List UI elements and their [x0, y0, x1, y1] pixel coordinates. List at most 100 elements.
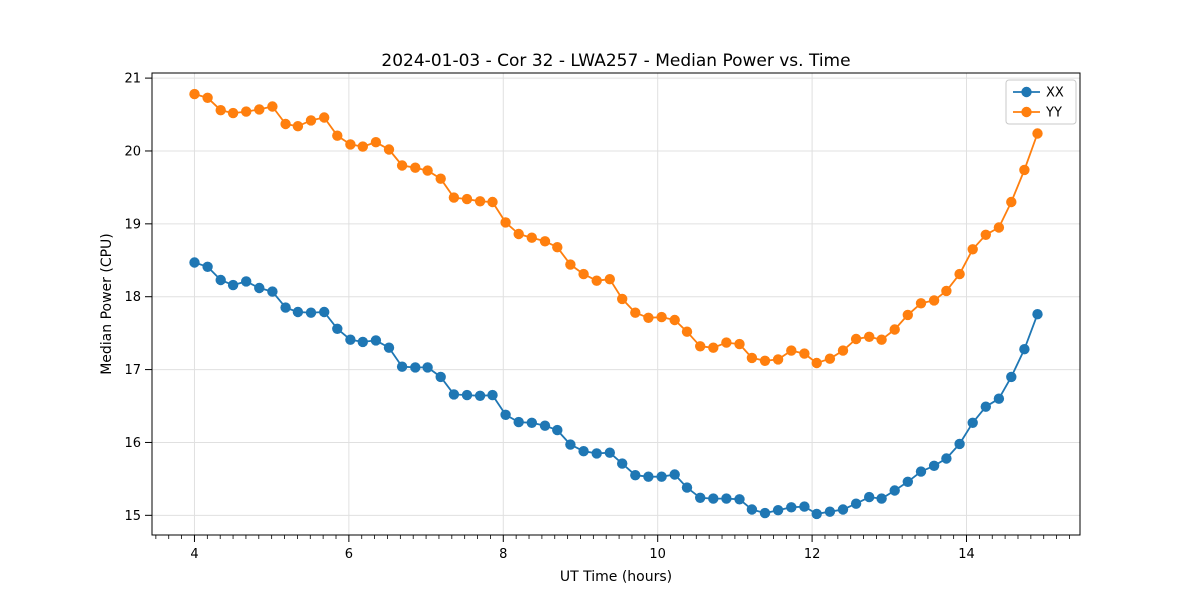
series-yy-marker [604, 274, 615, 285]
series-yy-marker [617, 293, 628, 305]
series-xx-marker [902, 476, 913, 487]
series-yy-marker [578, 268, 589, 280]
x-tick-label: 4 [190, 547, 198, 562]
legend-box [1005, 79, 1077, 125]
series-yy-marker [202, 92, 213, 104]
series-yy-marker [902, 309, 913, 321]
series-yy-marker [630, 307, 641, 318]
series-yy-marker [772, 354, 784, 365]
series-yy-marker [656, 311, 667, 323]
y-tick-label: 19 [124, 217, 141, 232]
y-tick-label: 21 [124, 72, 141, 87]
axes-spines [151, 72, 1081, 536]
y-tick-label: 20 [124, 144, 141, 159]
series-yy-marker [695, 341, 706, 352]
x-tick-label: 14 [958, 547, 975, 562]
series-xx-marker [487, 389, 498, 401]
series-xx-marker [370, 335, 382, 346]
x-tick-label: 6 [345, 547, 353, 562]
y-tick-label: 18 [124, 290, 141, 305]
series-yy-marker [941, 285, 952, 297]
series-yy-marker [928, 295, 940, 306]
series-yy-marker [1032, 128, 1043, 139]
series-xx-marker [824, 506, 836, 517]
series-xx-marker [980, 401, 991, 412]
series-xx-marker [292, 306, 304, 318]
y-tick-label: 15 [124, 509, 141, 524]
series-xx-marker [656, 471, 667, 482]
series-xx-marker [539, 420, 551, 431]
series-yy-marker [487, 196, 498, 208]
legend-label: YY [1045, 106, 1062, 121]
series-yy-marker [241, 106, 252, 117]
series-xx-marker [837, 504, 849, 515]
series-xx-marker [332, 323, 343, 334]
series-yy-marker [461, 193, 473, 205]
series-xx-marker [500, 409, 511, 420]
series-xx-marker [461, 389, 473, 401]
series-xx-marker [319, 306, 330, 318]
series-yy-marker [967, 244, 978, 255]
series-xx-marker [876, 493, 887, 504]
series-xx-marker [357, 336, 368, 348]
series-xx-marker [630, 470, 641, 481]
series-yy-marker [980, 229, 991, 240]
y-axis-label: Median Power (CPU) [99, 233, 115, 375]
series-yy-marker [954, 268, 965, 280]
series-yy-marker [383, 144, 395, 155]
series-yy-marker [526, 232, 537, 243]
legend-marker-sample [1021, 106, 1032, 118]
series-yy-marker [267, 101, 278, 112]
series-xx-marker [864, 491, 875, 503]
series-yy-marker [915, 298, 927, 309]
series-xx-marker [215, 274, 226, 286]
series-yy-marker [837, 345, 849, 356]
series-xx-marker [850, 498, 862, 509]
series-yy-marker [565, 259, 576, 270]
series-yy-marker [786, 345, 797, 356]
series-yy-marker [708, 342, 719, 353]
chart-title: 2024-01-03 - Cor 32 - LWA257 - Median Po… [381, 51, 850, 71]
plot-area: 4 6 8 10 12 14 15 16 17 18 19 20 21 [124, 72, 1081, 562]
series-xx-marker [435, 371, 446, 383]
legend: XX YY [1005, 79, 1077, 125]
series-yy-marker [474, 196, 486, 207]
series-xx-marker [967, 417, 978, 428]
series-xx-marker [526, 417, 537, 428]
series-yy-marker [591, 275, 602, 286]
series-xx-marker [746, 504, 758, 515]
series-xx-marker [1006, 371, 1017, 383]
series-xx-marker [617, 458, 628, 469]
series-xx-marker [280, 302, 291, 313]
series-xx-marker [267, 286, 278, 297]
series-yy-marker [345, 139, 356, 150]
series-xx-marker [474, 390, 486, 401]
series-xx-marker [941, 453, 952, 464]
series-yy-marker [811, 357, 822, 369]
x-tick-label: 10 [649, 547, 666, 562]
series-yy-marker [669, 314, 680, 326]
series-xx-marker [189, 257, 200, 268]
series-xx-marker [254, 282, 265, 294]
series-yy-marker [552, 242, 563, 253]
y-tick-label: 16 [124, 436, 141, 451]
series-yy-marker [1019, 164, 1030, 176]
series-xx-marker [681, 482, 693, 493]
series-xx-marker [786, 502, 797, 513]
series-xx-marker [410, 362, 421, 373]
series-yy-marker [864, 331, 875, 342]
series-xx-marker [345, 334, 356, 345]
series-xx-marker [734, 494, 745, 505]
series-yy-marker [850, 333, 862, 345]
series-yy-marker [332, 130, 343, 141]
series-xx-marker [448, 389, 460, 400]
series-xx-marker [889, 485, 900, 496]
series-yy-marker [189, 88, 200, 100]
series-xx-marker [708, 493, 719, 504]
series-xx-marker [954, 438, 965, 450]
series-yy-marker [357, 141, 368, 152]
series-xx-marker [202, 261, 213, 272]
series-yy-marker [227, 107, 239, 119]
y-tick-label: 17 [124, 363, 141, 378]
